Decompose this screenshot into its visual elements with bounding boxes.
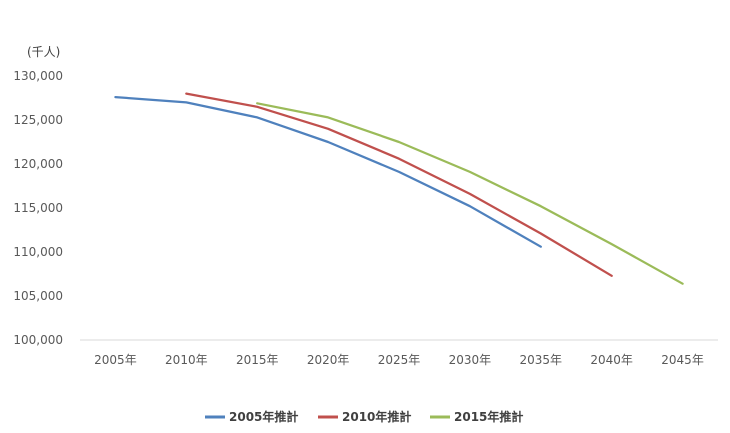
- x-tick-label: 2005年: [94, 353, 137, 367]
- x-tick-label: 2015年: [236, 353, 279, 367]
- x-tick-label: 2025年: [378, 353, 421, 367]
- series-line-2: [185, 92, 613, 277]
- y-tick-label: 125,000: [13, 113, 63, 127]
- legend-label-3: 2015年推計: [454, 409, 523, 424]
- y-tick-label: 110,000: [13, 245, 63, 259]
- y-tick-label: 115,000: [13, 201, 63, 215]
- x-tick-label: 2035年: [520, 353, 563, 367]
- x-tick-label: 2030年: [449, 353, 492, 367]
- x-axis-ticks: 2005年 2010年 2015年 2020年 2025年 2030年 2035年 2040年…: [94, 353, 704, 367]
- series-line-1: [114, 95, 542, 248]
- y-axis-ticks: 100,000 105,000 110,000 115,000 120,000 125,0…: [13, 69, 63, 347]
- x-tick-label: 2020年: [307, 353, 350, 367]
- y-tick-label: 130,000: [13, 69, 63, 83]
- x-tick-label: 2010年: [165, 353, 208, 367]
- y-tick-label: 105,000: [13, 289, 63, 303]
- y-tick-label: 120,000: [13, 157, 63, 171]
- y-tick-label: 100,000: [13, 333, 63, 347]
- series-line-3: [256, 102, 684, 285]
- legend-label-1: 2005年推計: [229, 409, 298, 424]
- y-axis-unit-label: (千人): [27, 45, 60, 59]
- x-tick-label: 2040年: [590, 353, 633, 367]
- legend: 2005年推計 2010年推計 2015年推計: [205, 409, 523, 424]
- legend-label-2: 2010年推計: [342, 409, 411, 424]
- series-lines: [114, 92, 684, 285]
- x-tick-label: 2045年: [661, 353, 704, 367]
